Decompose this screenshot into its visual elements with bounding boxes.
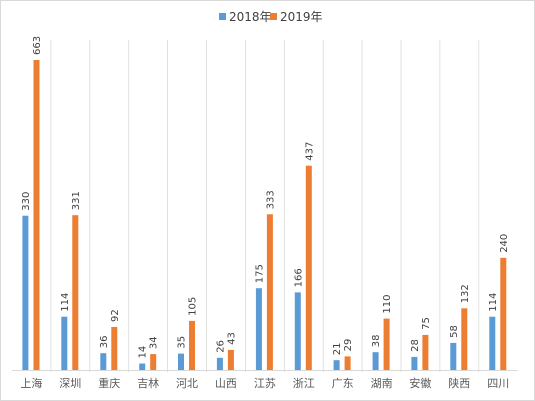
data-label: 330 — [21, 192, 32, 211]
data-label: 75 — [421, 317, 432, 330]
bar-2-吉林 — [150, 354, 157, 370]
x-tick-label: 湖南 — [371, 377, 393, 390]
plot-area: 330 114 36 14 35 26 175 166 21 38 28 58 114 663 331 92 3… — [21, 36, 510, 370]
bar-1-上海 — [22, 215, 29, 370]
legend-label: 2018年 — [229, 10, 272, 24]
bar-2-广东 — [344, 356, 351, 370]
bar-1-浙江 — [294, 292, 301, 370]
bar-2-湖南 — [383, 318, 390, 370]
data-label: 14 — [138, 346, 149, 359]
data-label: 34 — [149, 336, 160, 349]
bar-1-深圳 — [61, 316, 68, 370]
data-label: 35 — [177, 336, 188, 349]
legend-swatch — [219, 13, 226, 20]
data-label: 26 — [215, 340, 226, 353]
bar-2-安徽 — [422, 334, 429, 370]
bar-1-吉林 — [139, 363, 146, 370]
data-label: 29 — [343, 339, 354, 352]
data-label: 28 — [410, 339, 421, 352]
data-label: 331 — [71, 191, 82, 210]
data-label: 240 — [499, 234, 510, 253]
data-label: 110 — [382, 295, 393, 314]
bar-2-陕西 — [461, 308, 468, 370]
x-tick-label: 深圳 — [59, 377, 81, 390]
legend-label: 2019年 — [280, 10, 323, 24]
bar-1-江苏 — [255, 288, 262, 370]
data-label: 92 — [110, 309, 121, 322]
x-tick-label: 四川 — [487, 377, 509, 390]
x-tick-label: 浙江 — [293, 377, 315, 390]
x-tick-label: 重庆 — [98, 376, 120, 390]
bar-2-重庆 — [111, 327, 118, 370]
bar-1-重庆 — [100, 353, 107, 370]
bar-1-山西 — [216, 357, 223, 370]
bar-1-河北 — [178, 353, 184, 370]
data-label: 43 — [226, 332, 237, 345]
bar-1-安徽 — [411, 356, 418, 370]
data-label: 437 — [304, 142, 315, 161]
data-label: 21 — [332, 342, 343, 355]
bar-2-上海 — [33, 60, 40, 370]
bar-1-四川 — [489, 316, 496, 370]
bar-2-山西 — [227, 349, 234, 370]
data-label: 58 — [449, 325, 460, 338]
bar-2-浙江 — [305, 165, 312, 370]
data-label: 38 — [371, 334, 382, 347]
bar-2-江苏 — [266, 214, 273, 370]
legend: 2018年 2019年 — [219, 10, 323, 24]
bar-2-河北 — [189, 320, 195, 370]
data-label: 105 — [188, 297, 199, 316]
bar-1-陕西 — [450, 342, 457, 370]
data-label: 663 — [32, 36, 43, 55]
data-label: 132 — [460, 284, 471, 303]
data-label: 114 — [488, 293, 499, 312]
x-tick-label: 山西 — [215, 377, 237, 390]
x-tick-label: 吉林 — [137, 376, 159, 390]
data-label: 166 — [293, 268, 304, 287]
x-tick-label: 广东 — [332, 377, 354, 390]
x-tick-label: 安徽 — [409, 376, 431, 390]
data-label: 36 — [99, 335, 110, 348]
x-axis: 上海 深圳 重庆 吉林 河北 山西 江苏 浙江 广东 湖南 安徽 陕西 四川 — [12, 40, 518, 390]
bar-1-广东 — [333, 360, 340, 370]
data-label: 175 — [254, 264, 265, 283]
x-tick-label: 陕西 — [448, 376, 470, 390]
x-tick-label: 江苏 — [254, 377, 276, 390]
bar-2-深圳 — [72, 215, 79, 370]
bar-2-四川 — [500, 257, 507, 370]
x-tick-label: 河北 — [176, 377, 198, 390]
legend-swatch — [270, 13, 277, 20]
data-label: 333 — [265, 190, 276, 209]
bar-1-湖南 — [372, 352, 379, 370]
x-tick-label: 上海 — [20, 376, 42, 390]
data-label: 114 — [60, 293, 71, 312]
